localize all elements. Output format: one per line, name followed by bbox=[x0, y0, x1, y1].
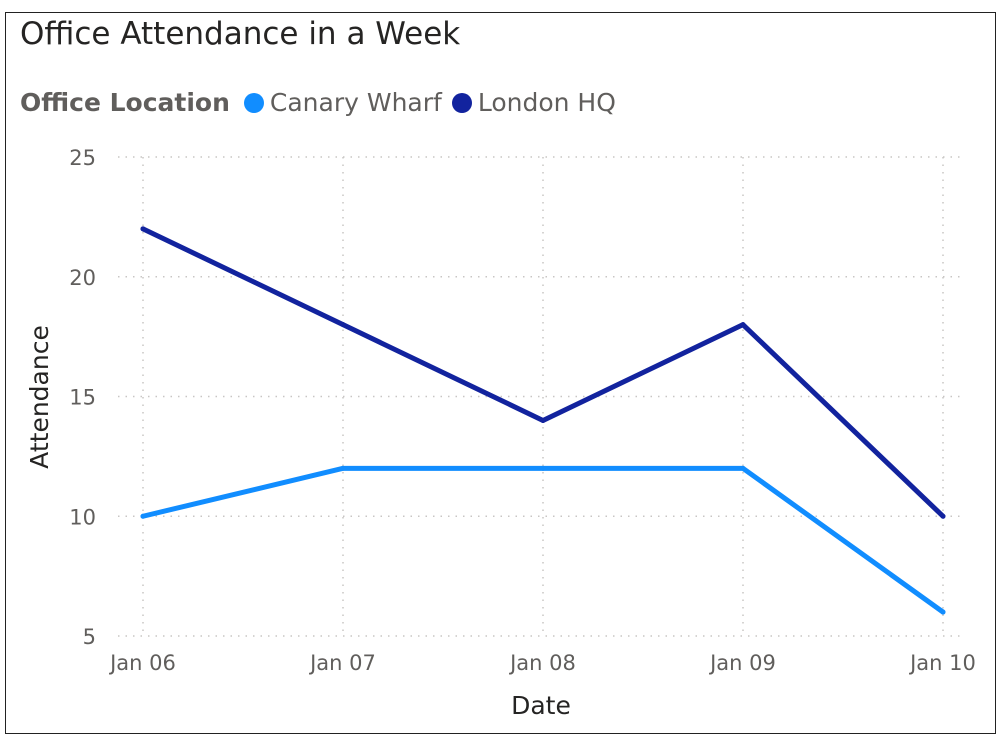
legend-item-london-hq[interactable]: London HQ bbox=[451, 88, 616, 117]
data-point[interactable] bbox=[340, 322, 346, 328]
chart-frame bbox=[5, 12, 996, 734]
data-point[interactable] bbox=[340, 465, 346, 471]
y-tick-label: 25 bbox=[69, 146, 96, 170]
x-tick-label: Jan 07 bbox=[308, 651, 376, 675]
legend-marker-icon bbox=[451, 92, 472, 113]
y-tick-label: 20 bbox=[69, 266, 96, 290]
legend-label: Canary Wharf bbox=[269, 88, 442, 117]
data-point[interactable] bbox=[940, 513, 946, 519]
data-point[interactable] bbox=[740, 322, 746, 328]
chart-title: Office Attendance in a Week bbox=[20, 16, 461, 52]
x-axis-title: Date bbox=[511, 691, 571, 720]
y-tick-label: 5 bbox=[83, 625, 96, 649]
data-point[interactable] bbox=[140, 226, 146, 232]
legend-item-canary-wharf[interactable]: Canary Wharf bbox=[243, 88, 442, 117]
legend-marker-icon bbox=[243, 92, 264, 113]
x-tick-label: Jan 09 bbox=[708, 651, 776, 675]
y-axis-title: Attendance bbox=[25, 325, 54, 469]
x-tick-label: Jan 06 bbox=[108, 651, 176, 675]
data-point[interactable] bbox=[740, 465, 746, 471]
legend-label: London HQ bbox=[477, 88, 616, 117]
data-point[interactable] bbox=[140, 513, 146, 519]
y-tick-label: 15 bbox=[69, 386, 96, 410]
x-tick-label: Jan 10 bbox=[908, 651, 976, 675]
data-point[interactable] bbox=[940, 609, 946, 615]
data-point[interactable] bbox=[540, 465, 546, 471]
data-point[interactable] bbox=[540, 417, 546, 423]
x-tick-label: Jan 08 bbox=[508, 651, 576, 675]
legend: Office Location Canary Wharf London HQ bbox=[20, 88, 626, 117]
y-tick-label: 10 bbox=[69, 505, 96, 529]
legend-title: Office Location bbox=[20, 88, 230, 117]
